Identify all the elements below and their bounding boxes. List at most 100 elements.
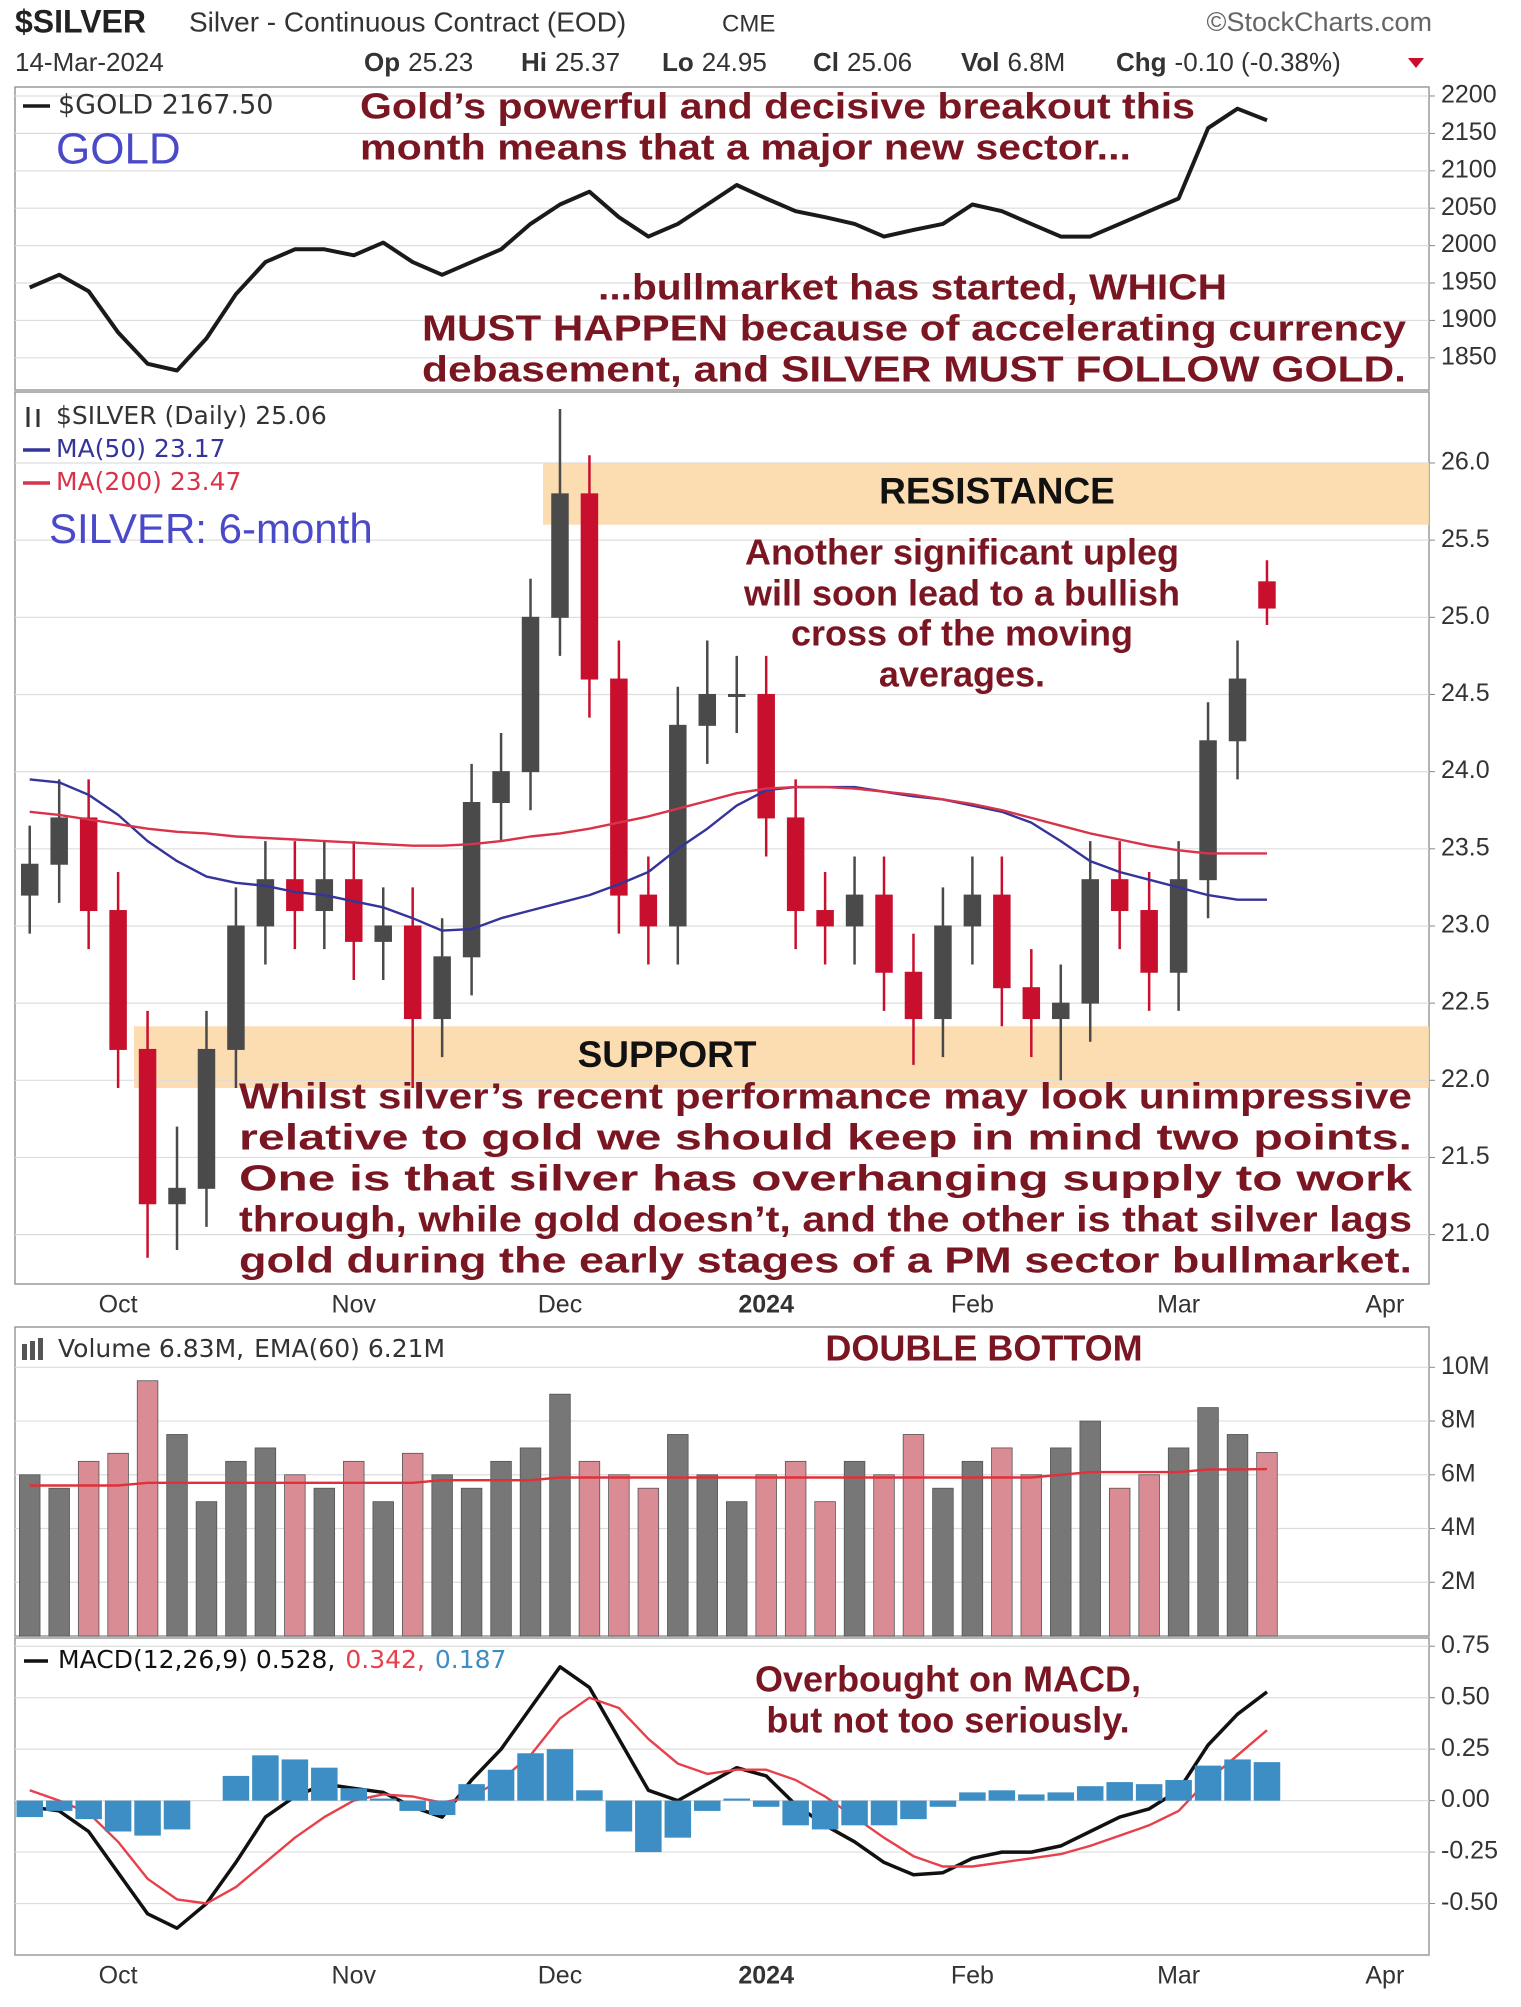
quote-item: Cl 25.06 (813, 47, 912, 77)
bar (694, 1800, 721, 1811)
candle-body (1258, 581, 1276, 609)
bar (841, 1800, 868, 1826)
bar (605, 1800, 633, 1832)
bar (988, 1790, 1016, 1801)
bar (843, 1460, 866, 1637)
y-tick-label: 24.0 (1441, 756, 1490, 784)
quote-value: 25.06 (847, 47, 912, 77)
bar (487, 1769, 515, 1801)
candle-body (934, 925, 952, 1020)
annotation: debasement, and SILVER MUST FOLLOW GOLD. (422, 349, 1406, 390)
candle-body (1022, 987, 1041, 1020)
bar (428, 1800, 456, 1816)
bar (959, 1792, 986, 1801)
candle-body (875, 894, 893, 973)
quote-value: -0.10 (-0.38%) (1175, 47, 1341, 77)
bar (784, 1460, 807, 1637)
bar (932, 1487, 954, 1637)
bar (519, 1447, 542, 1637)
bar (929, 1800, 957, 1807)
y-tick-label: 1900 (1441, 305, 1497, 333)
bar (902, 1434, 925, 1637)
candle-body (786, 817, 805, 912)
candle-body (1199, 740, 1217, 881)
zone-label: SUPPORT (578, 1034, 757, 1075)
candle-body (551, 493, 569, 618)
candle-body (1228, 678, 1247, 742)
bar (1197, 1407, 1219, 1637)
bar (163, 1800, 191, 1830)
bar (401, 1452, 424, 1637)
bar (1050, 1447, 1072, 1637)
bar (399, 1800, 426, 1811)
x-tick-label: Nov (332, 1962, 377, 1990)
candle-body (79, 817, 98, 912)
bar (517, 1753, 544, 1801)
y-tick-label: 21.0 (1441, 1219, 1490, 1247)
bar (873, 1474, 895, 1637)
bar (1226, 1434, 1249, 1637)
series-line (29, 1696, 1268, 1905)
quote-key: Hi (521, 47, 547, 77)
y-tick-label: 25.0 (1441, 602, 1490, 630)
quote-value: 25.23 (408, 47, 473, 77)
description: Silver - Continuous Contract (EOD) (189, 6, 626, 37)
candle-body (845, 894, 864, 927)
legend-label: 0.187 (435, 1645, 507, 1674)
quote-item: Lo 24.95 (662, 47, 767, 77)
y-tick-label: 22.5 (1441, 988, 1490, 1016)
zone-band (543, 462, 1429, 525)
annotation: DOUBLE BOTTOM (825, 1328, 1142, 1369)
bar (664, 1800, 692, 1838)
legend-icon (38, 1338, 43, 1360)
zone-band (134, 1026, 1429, 1089)
y-tick-label: 1950 (1441, 268, 1497, 296)
candle-body (374, 925, 392, 942)
y-tick-label: 1850 (1441, 342, 1497, 370)
x-tick-label: Oct (99, 1962, 138, 1990)
y-tick-label: 23.0 (1441, 911, 1490, 939)
y-tick-label: 0.25 (1441, 1734, 1490, 1762)
candle-body (1140, 910, 1158, 973)
legend: MACD(12,26,9) 0.528, 0.342, 0.187 (58, 1645, 506, 1674)
bar (222, 1775, 250, 1801)
x-tick-label: Feb (951, 1291, 994, 1319)
candle-body (904, 971, 923, 1020)
y-tick-label: 23.5 (1441, 833, 1490, 861)
quote-key: Vol (961, 47, 1000, 77)
y-tick-label: 26.0 (1441, 448, 1490, 476)
y-tick-label: 0.75 (1441, 1631, 1490, 1659)
bar (667, 1434, 689, 1637)
bar (900, 1800, 927, 1820)
exchange: CME (722, 10, 775, 37)
candle-body (639, 894, 658, 927)
annotation: Gold’s powerful and decisive breakout th… (360, 86, 1195, 127)
series-line (29, 785, 1267, 855)
y-tick-label: 0.00 (1441, 1785, 1490, 1813)
candle-body (1052, 1002, 1070, 1020)
quote-key: Lo (662, 47, 694, 77)
bar (1138, 1474, 1160, 1637)
legend-label: $SILVER (Daily) 25.06 (56, 401, 327, 430)
annotation: averages. (879, 654, 1045, 695)
candle-body (492, 771, 510, 804)
quote-value: 25.37 (555, 47, 620, 77)
x-tick-label: Dec (538, 1291, 582, 1319)
y-tick-label: 24.5 (1441, 679, 1490, 707)
x-tick-label: Apr (1365, 1291, 1404, 1319)
quote-key: Chg (1116, 47, 1167, 77)
x-tick-label: Feb (951, 1962, 994, 1990)
bar (1253, 1762, 1281, 1801)
y-tick-label: -0.25 (1441, 1837, 1498, 1865)
panel-title: GOLD (56, 125, 181, 174)
bar (490, 1460, 512, 1637)
candle-body (168, 1187, 186, 1205)
bar (313, 1487, 336, 1637)
symbol: $SILVER (15, 3, 146, 39)
candle-body (580, 493, 599, 680)
series-line (28, 106, 1268, 373)
bar (1018, 1794, 1045, 1801)
candle-body (963, 894, 982, 927)
quote-value: 24.95 (702, 47, 767, 77)
bar (16, 1800, 43, 1818)
